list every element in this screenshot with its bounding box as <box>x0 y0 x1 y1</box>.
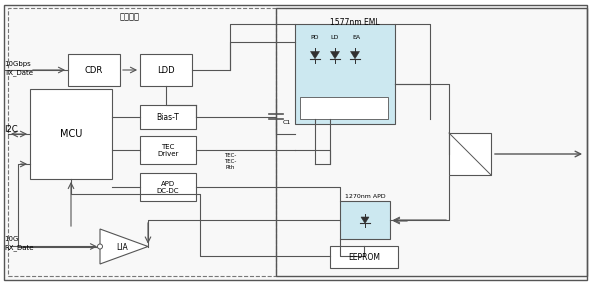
Text: EEPROM: EEPROM <box>348 252 380 262</box>
Polygon shape <box>100 229 148 264</box>
Text: 系统板卡: 系统板卡 <box>120 12 140 21</box>
Text: CDR: CDR <box>85 66 103 74</box>
Text: PD: PD <box>311 34 319 39</box>
Bar <box>140 136 196 164</box>
Polygon shape <box>361 217 369 224</box>
Text: RX_Date: RX_Date <box>4 245 34 251</box>
Text: TX_Date: TX_Date <box>4 70 33 76</box>
Bar <box>68 54 120 86</box>
Bar <box>8 8 276 276</box>
Polygon shape <box>310 51 320 59</box>
Circle shape <box>98 244 102 249</box>
Text: 1577nm EML: 1577nm EML <box>330 18 380 26</box>
Text: LIA: LIA <box>116 243 128 252</box>
Text: Bias-T: Bias-T <box>157 112 179 122</box>
Text: TEC
Driver: TEC Driver <box>157 143 179 156</box>
Bar <box>330 246 398 268</box>
Bar <box>295 24 395 124</box>
Bar <box>140 54 192 86</box>
Bar <box>300 97 388 119</box>
Bar <box>140 105 196 129</box>
Text: APD
DC-DC: APD DC-DC <box>157 181 179 193</box>
Text: TEC-: TEC- <box>224 153 236 158</box>
Bar <box>276 8 587 276</box>
Text: LD: LD <box>331 34 339 39</box>
Text: C1: C1 <box>283 120 291 124</box>
Text: 10G: 10G <box>4 236 18 242</box>
Text: 1270nm APD: 1270nm APD <box>345 195 385 199</box>
Polygon shape <box>350 51 359 59</box>
Text: I2C: I2C <box>4 124 18 133</box>
Text: Rth: Rth <box>226 164 234 170</box>
Bar <box>30 89 112 179</box>
Polygon shape <box>330 51 339 59</box>
Text: TEC-: TEC- <box>224 158 236 164</box>
Text: EA: EA <box>352 34 360 39</box>
Bar <box>449 133 491 175</box>
Bar <box>140 173 196 201</box>
Text: MCU: MCU <box>60 129 82 139</box>
Bar <box>340 201 390 239</box>
Text: LDD: LDD <box>157 66 175 74</box>
Text: 10Gbps: 10Gbps <box>4 61 31 67</box>
